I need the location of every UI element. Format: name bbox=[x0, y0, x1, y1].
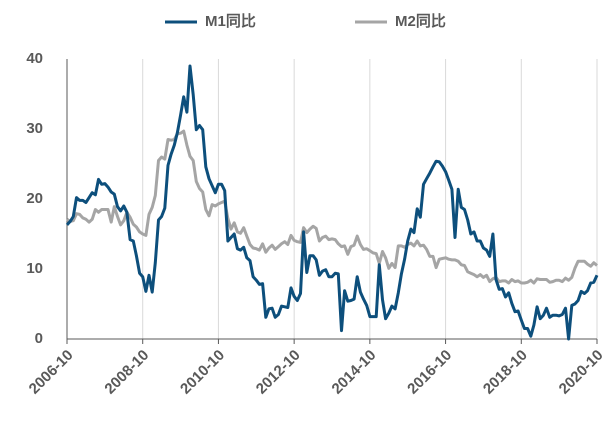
series-line bbox=[65, 64, 599, 341]
x-tick-label: 2016-10 bbox=[404, 347, 455, 398]
x-tick-label: 2012-10 bbox=[253, 347, 304, 398]
y-tick-label: 10 bbox=[26, 260, 43, 277]
x-tick-label: 2014-10 bbox=[329, 347, 380, 398]
x-tick-label: 2020-10 bbox=[556, 347, 603, 398]
legend-label: M2同比 bbox=[395, 12, 446, 30]
legend-label: M1同比 bbox=[205, 12, 256, 30]
x-tick-label: 2018-10 bbox=[480, 347, 531, 398]
y-tick-label: 40 bbox=[26, 50, 43, 67]
y-tick-label: 0 bbox=[35, 330, 43, 347]
y-tick-label: 30 bbox=[26, 120, 43, 137]
x-tick-label: 2006-10 bbox=[26, 347, 77, 398]
x-tick-label: 2008-10 bbox=[101, 347, 152, 398]
series-line bbox=[66, 129, 598, 285]
y-tick-label: 20 bbox=[26, 190, 43, 207]
x-tick-label: 2010-10 bbox=[177, 347, 228, 398]
